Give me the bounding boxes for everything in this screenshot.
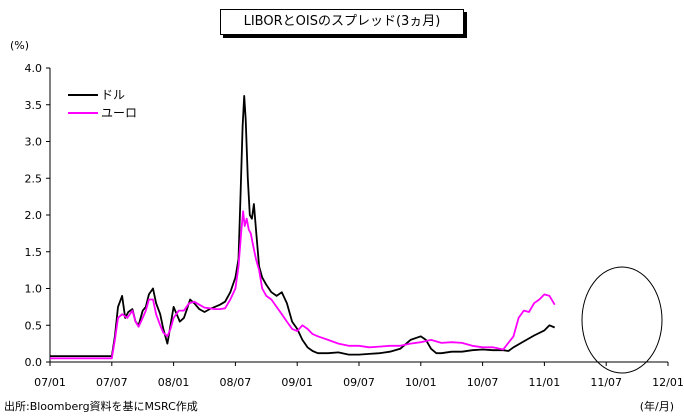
series-layer xyxy=(50,95,556,360)
legend-label: ドル xyxy=(101,88,125,102)
x-tick-label: 07/07 xyxy=(96,376,128,389)
y-tick-label: 0.0 xyxy=(25,356,43,369)
x-tick-label: 10/01 xyxy=(405,376,437,389)
series-line-euro xyxy=(50,210,556,360)
x-tick-label: 10/07 xyxy=(467,376,499,389)
x-tick-label: 08/01 xyxy=(158,376,190,389)
highlight-circle xyxy=(581,266,663,374)
y-axis-unit: (%) xyxy=(10,39,30,52)
x-tick-label: 09/07 xyxy=(343,376,375,389)
x-tick-label: 07/01 xyxy=(34,376,66,389)
x-tick-label: 11/07 xyxy=(590,376,622,389)
y-tick-label: 4.0 xyxy=(25,62,43,75)
x-tick-label: 09/01 xyxy=(281,376,313,389)
series-line-dollar xyxy=(50,95,556,357)
y-tick-label: 3.5 xyxy=(25,99,43,112)
source-note: 出所:Bloomberg資料を基にMSRC作成 xyxy=(4,400,198,413)
y-tick-label: 1.0 xyxy=(25,283,43,296)
x-tick-label: 12/01 xyxy=(652,376,684,389)
chart-title: LIBORとOISのスプレッド(3ヵ月) xyxy=(220,9,464,35)
y-tick-label: 1.5 xyxy=(25,246,43,259)
y-axis: 0.0 0.5 1.0 1.5 2.0 2.5 3.0 3.5 4.0 xyxy=(25,62,51,369)
y-tick-label: 2.5 xyxy=(25,172,43,185)
x-axis-unit: (年/月) xyxy=(639,400,674,413)
legend-label: ユーロ xyxy=(101,106,137,120)
x-tick-label: 08/07 xyxy=(220,376,252,389)
x-tick-label: 11/01 xyxy=(529,376,561,389)
y-tick-label: 3.0 xyxy=(25,136,43,149)
y-tick-label: 0.5 xyxy=(25,319,43,332)
x-axis: 07/01 07/07 08/01 08/07 09/01 09/07 10/01 10/07… xyxy=(34,361,684,389)
y-tick-label: 2.0 xyxy=(25,209,43,222)
